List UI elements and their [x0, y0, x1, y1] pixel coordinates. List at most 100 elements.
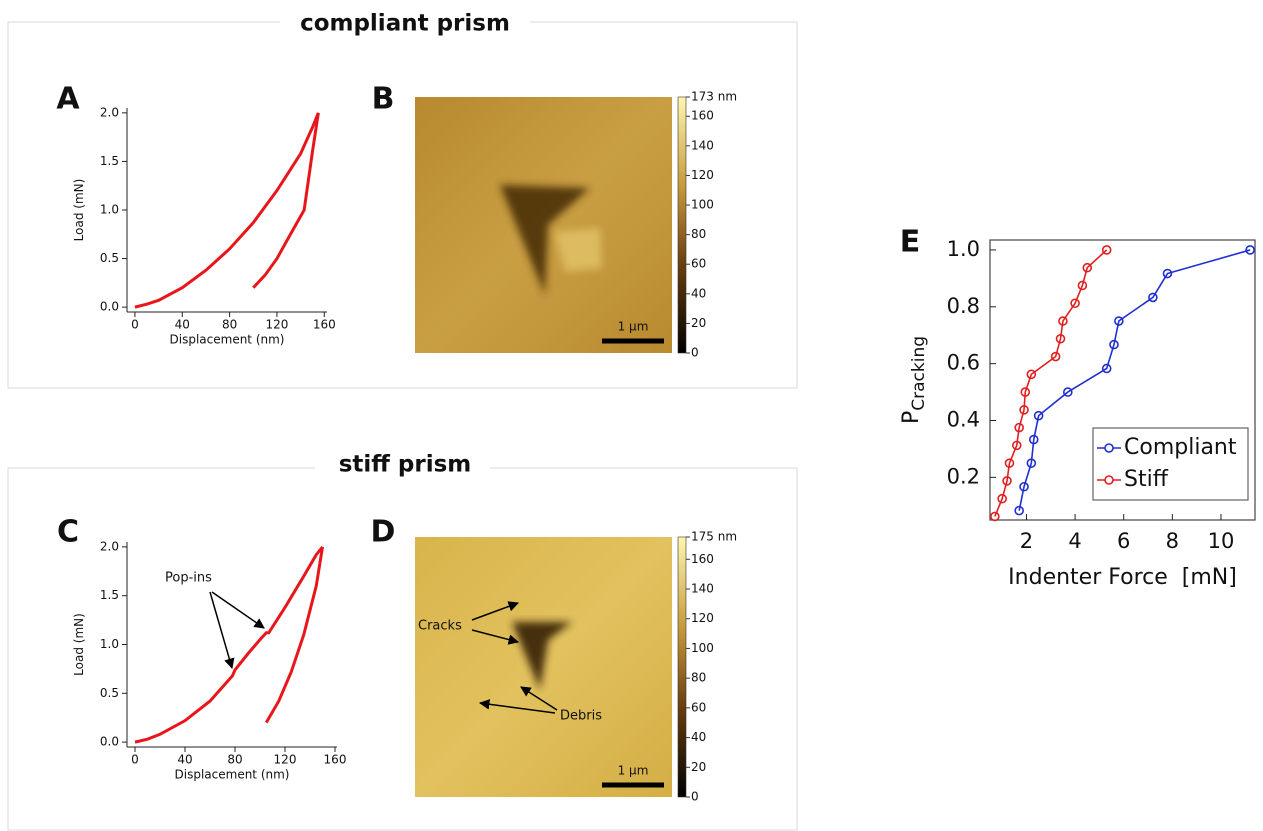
point	[1019, 481, 1029, 492]
x-tick-label: 120	[274, 753, 297, 767]
legend-label: Compliant	[1124, 435, 1237, 460]
x-axis-label: Indenter Force [mN]	[1008, 565, 1237, 590]
series-line	[994, 249, 1108, 517]
y-axis-label-text: Load (mN)	[72, 179, 86, 242]
title-backdrop	[315, 452, 490, 482]
colorbar-tick-label: 20	[691, 316, 706, 330]
y-tick-label: 0.4	[947, 408, 980, 432]
colorbar-tick-label: 40	[691, 286, 706, 300]
colorbar-tick-label: 60	[691, 700, 706, 714]
x-tick-label: 40	[175, 318, 190, 332]
colorbar-tick-label: 160	[691, 109, 714, 123]
panel-letter: B	[372, 82, 395, 117]
x-tick-label: 160	[313, 318, 336, 332]
colorbar-tick-label: 100	[691, 198, 714, 212]
panel-letter: D	[371, 515, 396, 550]
section-title: stiff prism	[339, 452, 472, 478]
plot-frame	[989, 239, 1256, 521]
x-tick-label: 0	[131, 753, 139, 767]
point	[1109, 339, 1119, 350]
annotation: Cracks	[418, 619, 462, 634]
y-axis-label: Load (mN)	[72, 179, 86, 242]
colorbar-tick-label: 160	[691, 552, 714, 566]
point	[1082, 262, 1093, 273]
x-tick-label: 40	[177, 753, 192, 767]
series-line	[252, 112, 320, 289]
colorbar-tick-label: 173 nm	[691, 90, 737, 104]
point	[1162, 268, 1173, 279]
x-tick-label: 10	[1208, 529, 1235, 553]
pileup	[555, 228, 602, 272]
arrow	[211, 591, 265, 629]
legend-label: Stiff	[1124, 467, 1169, 492]
series-line	[134, 545, 324, 744]
y-axis-label-text: P	[899, 411, 924, 424]
point	[1070, 298, 1080, 309]
x-tick-label: 8	[1166, 529, 1179, 553]
point	[1033, 410, 1044, 421]
point	[1026, 369, 1037, 380]
point	[1019, 405, 1029, 415]
x-tick-label: 4	[1068, 529, 1081, 553]
colorbar-tick-label: 80	[691, 671, 706, 685]
y-axis-label-text: Load (mN)	[72, 613, 86, 676]
panel-letter: A	[56, 82, 80, 117]
colorbar-tick-label: 20	[691, 760, 706, 774]
point	[1101, 245, 1112, 255]
x-tick-label: 0	[131, 318, 139, 332]
x-tick-label: 80	[227, 753, 242, 767]
y-tick-label: 1.0	[100, 203, 119, 217]
point	[1245, 245, 1255, 255]
point	[1020, 387, 1031, 397]
point	[1055, 333, 1066, 344]
scale-bar-label: 1 µm	[618, 764, 649, 778]
point	[1028, 434, 1039, 445]
point	[1011, 440, 1022, 451]
y-axis-label-subscript: Cracking	[909, 336, 929, 411]
colorbar	[677, 96, 687, 354]
arrow	[471, 629, 520, 645]
y-tick-label: 0.8	[947, 294, 980, 318]
point	[1058, 316, 1068, 326]
point	[1101, 363, 1112, 374]
annotation: Debris	[560, 709, 602, 724]
colorbar-tick-label: 175 nm	[691, 530, 737, 544]
y-tick-label: 0.0	[100, 300, 119, 314]
colorbar-tick-label: 140	[691, 138, 714, 152]
arrow	[471, 601, 519, 621]
y-tick-label: 0.5	[100, 686, 119, 700]
y-axis-label: Load (mN)	[72, 613, 86, 676]
scale-bar-label: 1 µm	[618, 320, 649, 334]
y-tick-label: 1.5	[100, 154, 119, 168]
x-tick-label: 160	[324, 753, 347, 767]
x-tick-label: 6	[1117, 529, 1130, 553]
y-tick-label: 0.2	[947, 464, 980, 488]
x-tick-label: 2	[1020, 529, 1033, 553]
y-tick-label: 1.0	[947, 237, 980, 261]
arrow	[478, 699, 556, 714]
colorbar-tick-label: 60	[691, 257, 706, 271]
colorbar-tick-label: 40	[691, 730, 706, 744]
x-axis-label: Displacement (nm)	[170, 333, 285, 347]
x-axis-label: Displacement (nm)	[175, 768, 290, 782]
point	[1004, 458, 1015, 468]
y-tick-label: 2.0	[100, 539, 119, 553]
colorbar-tick-label: 0	[691, 790, 699, 804]
y-tick-label: 0.6	[947, 351, 980, 375]
colorbar-tick-label: 120	[691, 168, 714, 182]
panel-letter: E	[900, 225, 921, 260]
colorbar-tick-label: 120	[691, 611, 714, 625]
colorbar	[677, 536, 687, 798]
y-tick-label: 2.0	[100, 105, 119, 119]
point	[1114, 316, 1124, 326]
series-line	[264, 546, 324, 724]
annotation: Pop-ins	[165, 571, 212, 586]
point	[990, 511, 1000, 522]
legend-marker	[1104, 475, 1114, 485]
series-line	[134, 112, 320, 309]
point	[1050, 351, 1061, 362]
point	[1062, 387, 1073, 397]
y-tick-label: 1.0	[100, 637, 119, 651]
